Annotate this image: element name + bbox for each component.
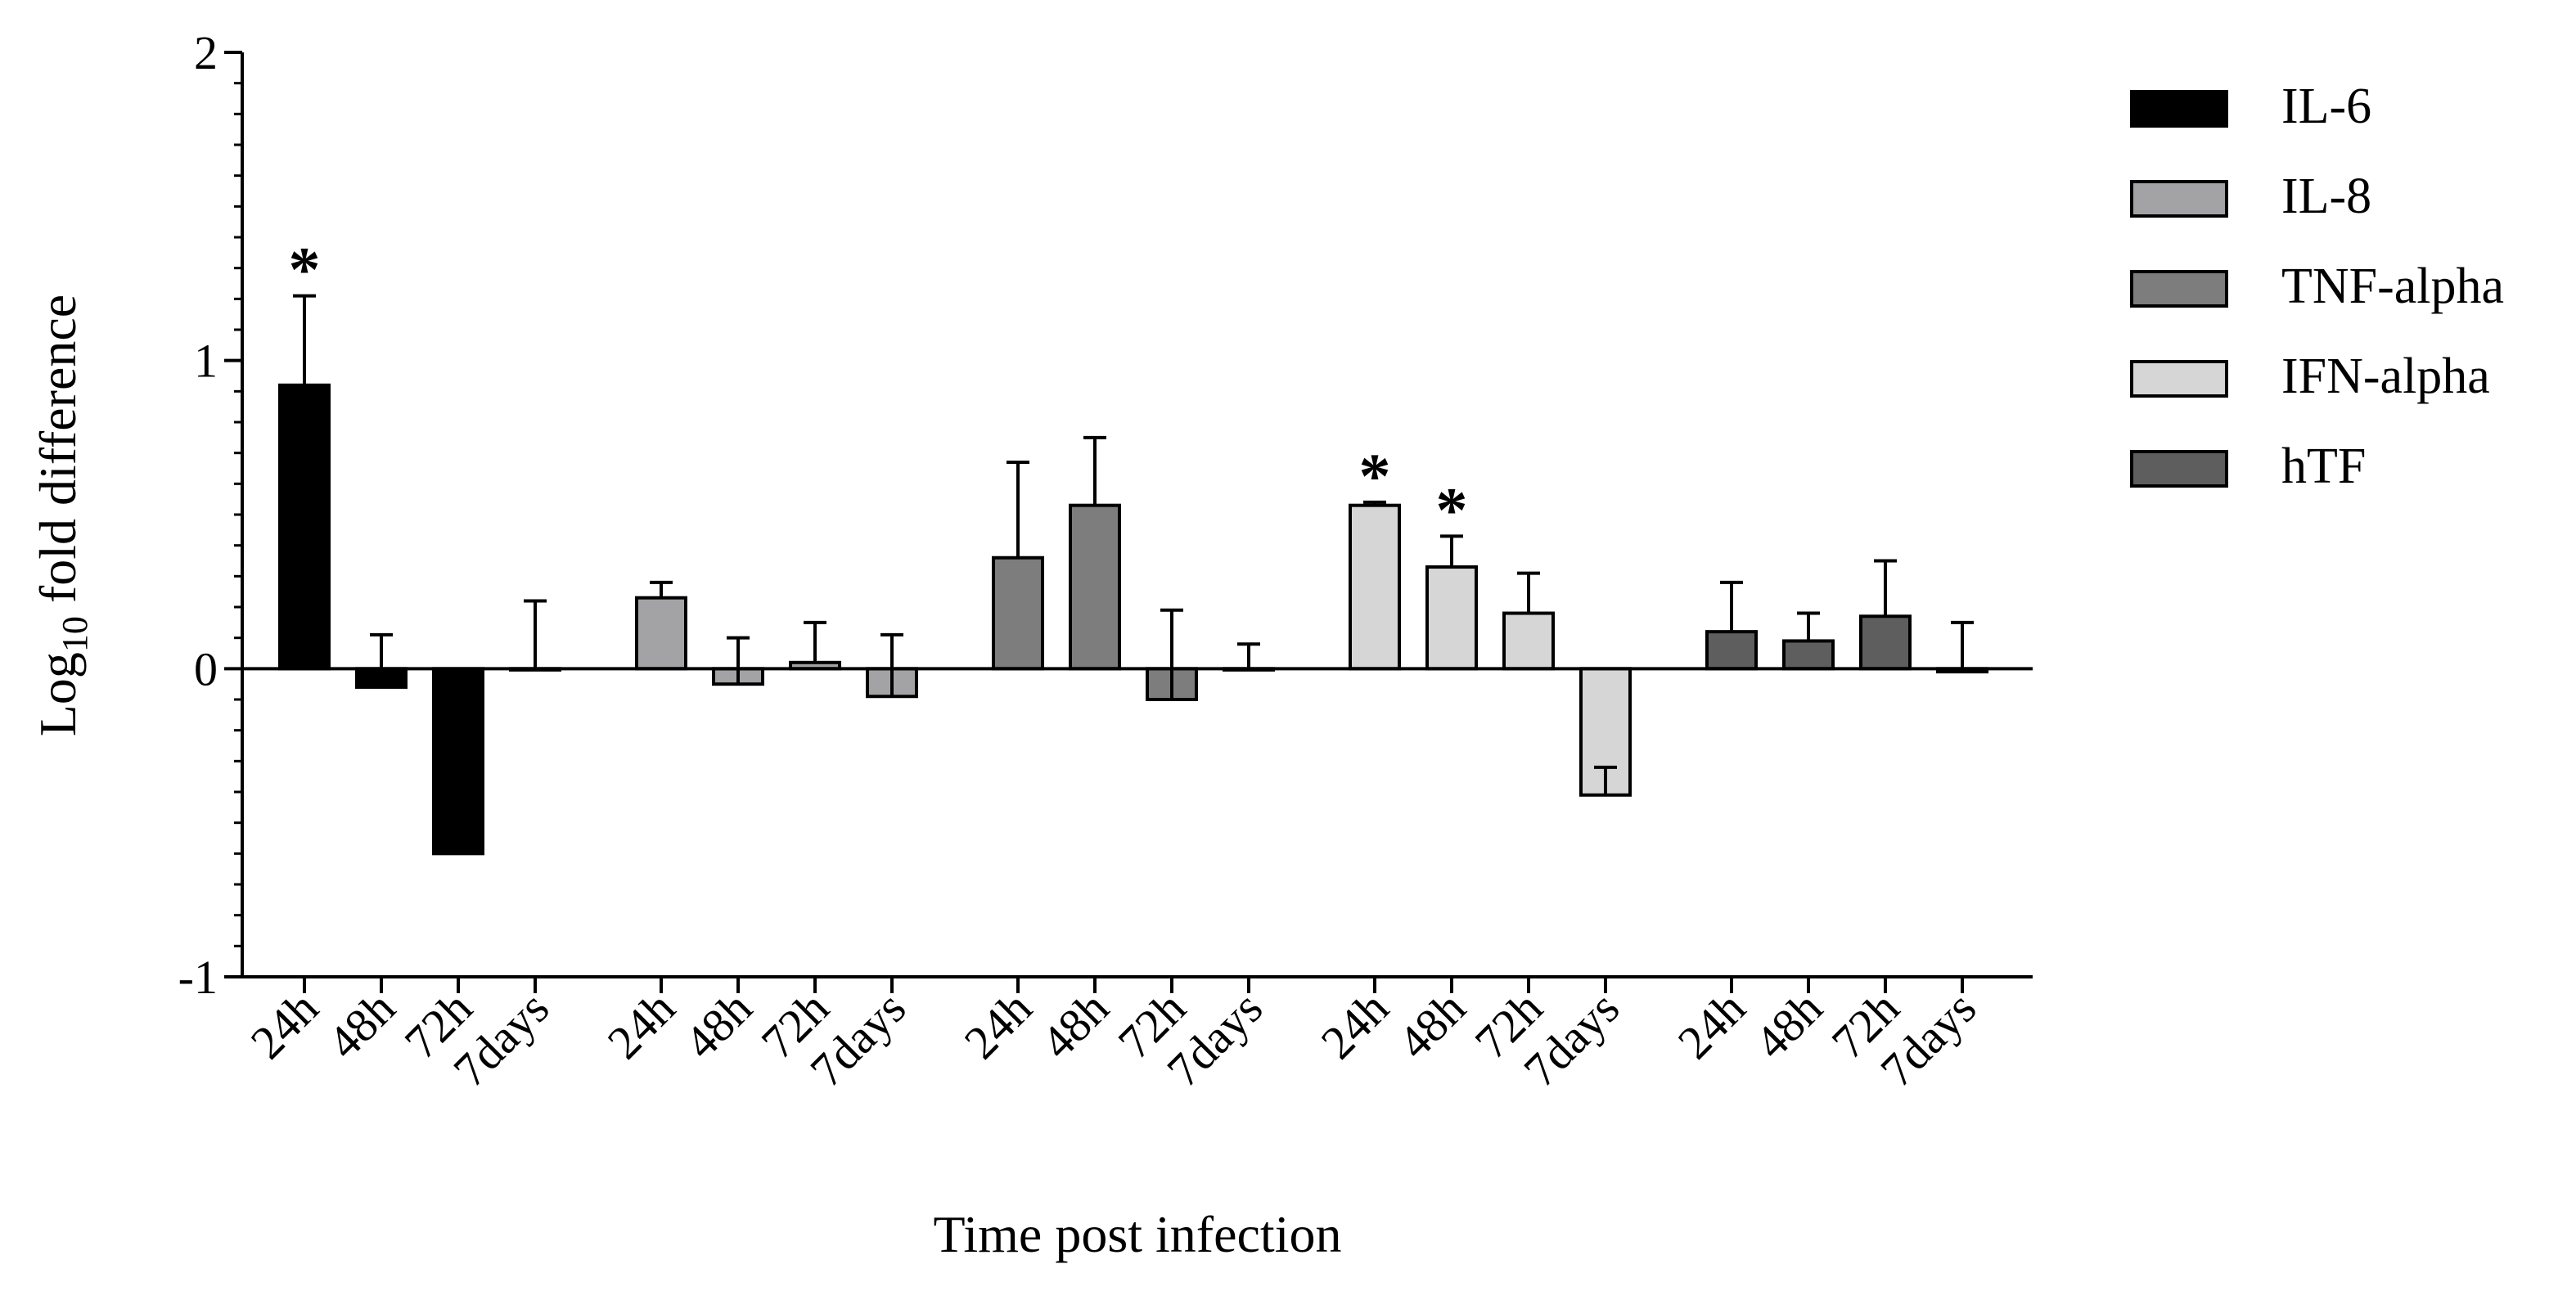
legend-label-ifn-alpha: IFN-alpha	[2281, 349, 2490, 404]
legend: IL-6 IL-8 TNF-alpha IFN-alpha hTF	[2130, 79, 2504, 494]
bar-il-8-24h	[635, 596, 687, 671]
y-tick-label: 2	[194, 26, 218, 79]
x-tick-label: 48h	[317, 981, 405, 1068]
y-tick-label: -1	[178, 951, 218, 1004]
significance-marker-ifn-alpha-24h: *	[1359, 440, 1391, 511]
bar-htf-48h	[1782, 639, 1835, 671]
bar-il-6-24h	[278, 383, 331, 671]
bar-ifn-alpha-24h	[1349, 503, 1401, 671]
legend-swatch-tnf-alpha	[2130, 270, 2228, 308]
x-axis-title: Time post infection	[934, 1205, 1342, 1263]
bar-ifn-alpha-48h	[1425, 565, 1478, 671]
x-tick-label: 24h	[1668, 981, 1755, 1068]
bar-htf-24h	[1705, 630, 1758, 671]
legend-swatch-ifn-alpha	[2130, 360, 2228, 398]
legend-swatch-il-6	[2130, 90, 2228, 128]
bar-htf-72h	[1859, 614, 1912, 671]
bar-ifn-alpha-72h	[1502, 611, 1555, 671]
significance-marker-ifn-alpha-48h: *	[1436, 474, 1468, 545]
legend-label-tnf-alpha: TNF-alpha	[2281, 259, 2504, 314]
legend-label-il-8: IL-8	[2281, 169, 2371, 224]
y-axis-title: Log10 fold difference	[29, 295, 95, 736]
legend-label-il-6: IL-6	[2281, 79, 2371, 134]
x-tick-label: 48h	[1388, 981, 1475, 1068]
bar-tnf-alpha-48h	[1069, 503, 1121, 671]
x-tick-label: 48h	[1745, 981, 1832, 1068]
y-tick-label: 0	[194, 642, 218, 695]
x-tick-label: 24h	[1311, 981, 1398, 1068]
x-tick-label: 24h	[241, 981, 328, 1068]
legend-label-htf: hTF	[2281, 439, 2366, 494]
bars-layer	[278, 294, 1988, 856]
significance-marker-il-6-24h: *	[289, 234, 321, 305]
x-tick-label: 48h	[674, 981, 762, 1068]
legend-swatch-htf	[2130, 450, 2228, 488]
bar-tnf-alpha-24h	[992, 556, 1044, 671]
x-tick-label: 24h	[597, 981, 685, 1068]
x-tick-label: 24h	[954, 981, 1042, 1068]
legend-swatch-il-8	[2130, 180, 2228, 218]
axes-layer	[224, 51, 2033, 993]
x-tick-label: 48h	[1031, 981, 1119, 1068]
y-tick-label: 1	[194, 335, 218, 388]
